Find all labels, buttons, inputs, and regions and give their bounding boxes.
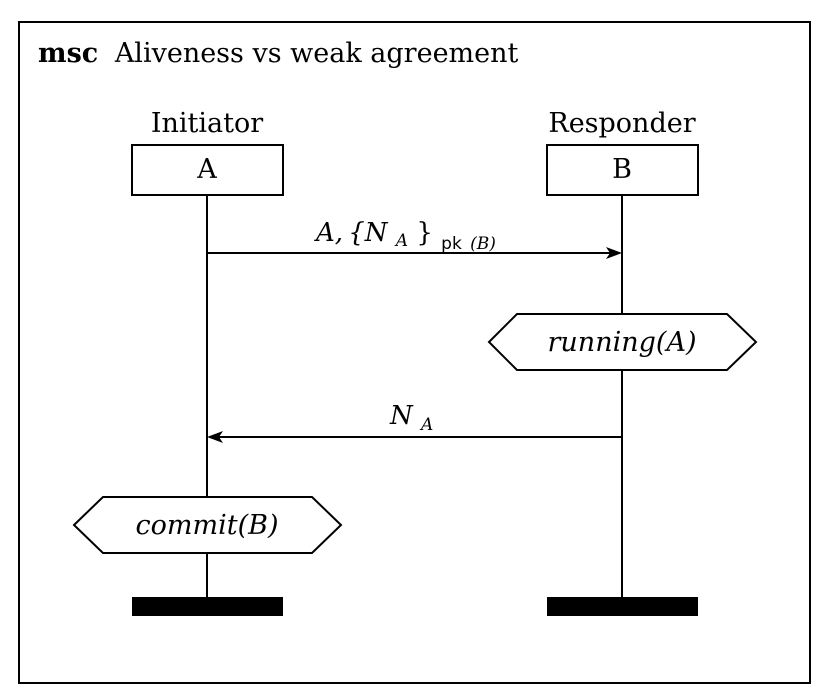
- message-arrowhead-2: [207, 431, 223, 443]
- instance-end-b: [547, 597, 698, 616]
- action-running-label: running(A): [548, 327, 697, 358]
- instance-end-a: [132, 597, 283, 616]
- action-commit-arg: (B): [238, 510, 279, 541]
- message-label-1-sub-a: A: [394, 231, 408, 251]
- msc-title-text: Aliveness vs weak agreement: [114, 38, 519, 69]
- message-label-1-main: A, {N: [314, 218, 389, 248]
- instance-role-initiator: Initiator: [151, 108, 263, 139]
- message-label-2: N A: [389, 401, 433, 435]
- message-label-1-subscript-pk: pk: [441, 234, 462, 254]
- message-label-1-close: }: [416, 218, 433, 248]
- message-label-2-main: N: [389, 401, 414, 431]
- action-commit-label: commit(B): [136, 510, 279, 541]
- instance-name-a: A: [196, 154, 217, 185]
- message-arrowhead-1: [606, 247, 622, 259]
- msc-keyword: msc: [38, 38, 98, 69]
- message-label-1: A, {N A } pk (B): [314, 218, 496, 256]
- action-commit-fn: commit: [136, 510, 238, 541]
- instance-role-responder: Responder: [548, 108, 695, 139]
- instance-head-a: [131, 144, 284, 196]
- message-label-1-subscript-b: (B): [470, 234, 496, 254]
- action-running-arg: (A): [656, 327, 697, 358]
- action-commit-hexagon: [72, 496, 343, 554]
- action-running-fn: running: [548, 327, 656, 358]
- msc-title: msc Aliveness vs weak agreement: [38, 38, 519, 69]
- action-running-hexagon: [487, 313, 758, 371]
- message-label-2-sub-a: A: [419, 415, 433, 435]
- instance-name-b: B: [612, 154, 632, 185]
- instance-head-b: [546, 144, 699, 196]
